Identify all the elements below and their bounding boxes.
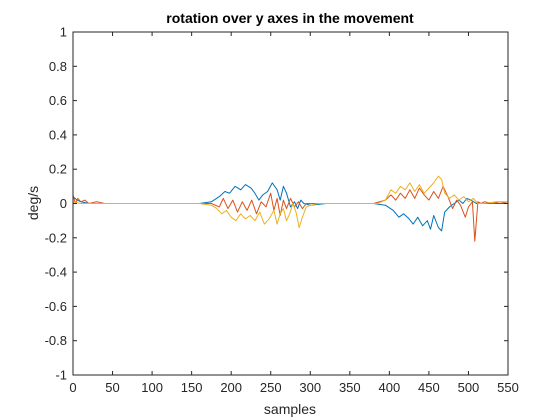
y-tick-label: -0.2 [45, 230, 67, 245]
y-tick-label: 0.6 [49, 93, 67, 108]
y-tick-label: 0 [60, 196, 67, 211]
x-tick-label: 200 [220, 380, 242, 395]
y-tick-label: 0.8 [49, 59, 67, 74]
y-ticks: 1 0.8 0.6 0.4 0.2 0 -0.2 -0.4 -0.6 -0.8 -1 [45, 25, 508, 383]
y-tick-label: -0.6 [45, 299, 67, 314]
y-tick-label: 1 [60, 25, 67, 40]
x-tick-label: 350 [339, 380, 361, 395]
chart-title: rotation over y axes in the movement [166, 10, 414, 26]
y-axis-label: deg/s [25, 186, 41, 220]
x-tick-label: 50 [105, 380, 119, 395]
y-tick-label: -0.8 [45, 333, 67, 348]
y-tick-label: 0.2 [49, 162, 67, 177]
x-ticks: 0 50 100 150 200 250 300 350 400 450 500 550 [69, 32, 519, 395]
y-tick-label: -1 [55, 368, 67, 383]
x-axis-label: samples [264, 401, 316, 417]
x-tick-label: 100 [141, 380, 163, 395]
x-tick-label: 400 [379, 380, 401, 395]
x-tick-label: 500 [458, 380, 480, 395]
x-tick-label: 550 [497, 380, 519, 395]
x-tick-label: 0 [69, 380, 76, 395]
series-line-3 [72, 175, 508, 228]
x-tick-label: 250 [260, 380, 282, 395]
x-tick-label: 450 [418, 380, 440, 395]
x-tick-label: 300 [299, 380, 321, 395]
series-layer [72, 175, 509, 242]
x-tick-label: 150 [181, 380, 203, 395]
y-tick-label: -0.4 [45, 265, 67, 280]
y-tick-label: 0.4 [49, 127, 67, 142]
